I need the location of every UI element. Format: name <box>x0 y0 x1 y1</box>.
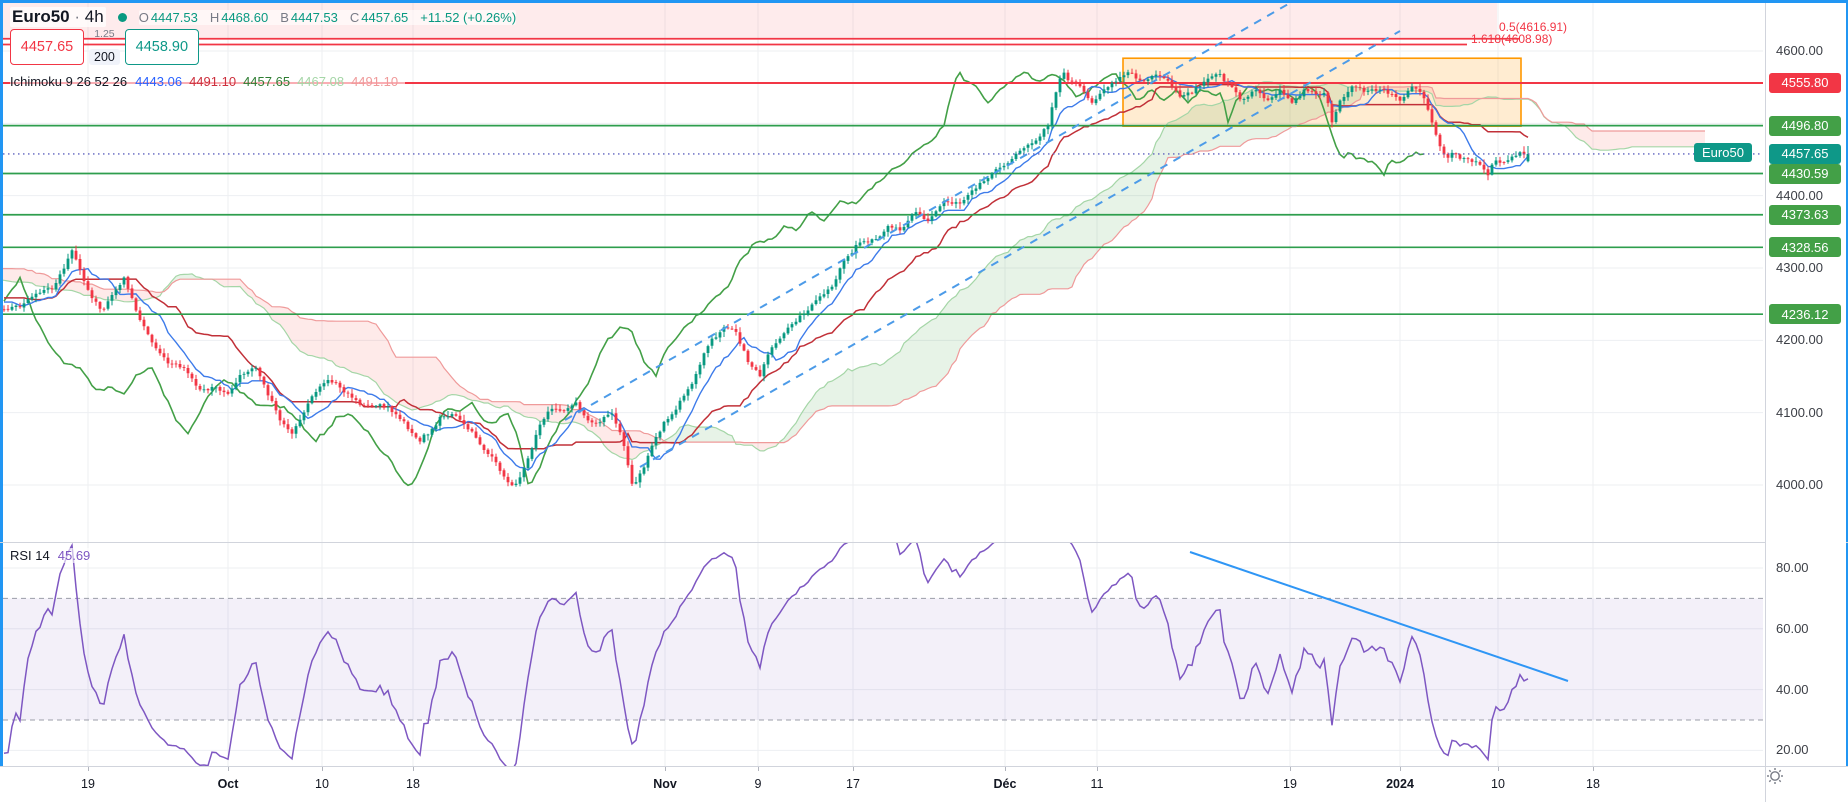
time-tick <box>1400 767 1401 771</box>
time-axis-label: 11 <box>1090 777 1104 791</box>
time-tick <box>1593 767 1594 771</box>
rsi-axis-label: 80.00 <box>1776 560 1809 575</box>
time-tick <box>665 767 666 771</box>
rsi-axis-label: 60.00 <box>1776 620 1809 636</box>
price-axis-label: 4000.00 <box>1776 476 1823 492</box>
time-axis-label: Nov <box>653 777 677 791</box>
gear-icon <box>1767 768 1783 784</box>
ohlc-item: B 4447.53 <box>280 9 338 25</box>
rsi-axis-label: 40.00 <box>1776 681 1809 697</box>
quantity-field[interactable]: 200 <box>89 49 120 65</box>
market-status-dot <box>117 12 127 22</box>
time-axis[interactable]: 19 Oct 10 18 Nov 9 17 Déc 11 19 2024 10 18 <box>0 766 1848 802</box>
fib-level-label: 0.5(4616.91) <box>1499 20 1568 34</box>
time-axis-label: 18 <box>406 777 420 791</box>
ohlc-item: C 4457.65 <box>349 9 409 25</box>
ichimoku-legend[interactable]: Ichimoku 9 26 52 26 4443.06 4491.10 4457.6… <box>10 74 406 89</box>
price-axis[interactable]: 4600.00 4400.00 4300.00 4200.00 4100.00 4000.… <box>1765 3 1846 766</box>
ichimoku-value: 4491.10 <box>351 74 399 89</box>
last-price-symbol-tag: Euro50 <box>1694 142 1752 162</box>
sell-button[interactable]: 4457.65 <box>10 29 84 65</box>
price-axis-label: 4200.00 <box>1776 332 1823 348</box>
legend-separator: · <box>74 7 81 26</box>
time-axis-label: Oct <box>217 777 239 791</box>
time-axis-label: 2024 <box>1386 777 1414 791</box>
symbol-name[interactable]: Euro50 <box>12 7 70 26</box>
price-level-badge: 4373.63 <box>1769 204 1841 225</box>
time-axis-label: 19 <box>81 777 95 791</box>
fib-level-label: 1.618(4608.98) <box>1471 32 1553 46</box>
time-axis-label: 18 <box>1586 777 1600 791</box>
time-tick <box>1290 767 1291 771</box>
time-tick <box>1498 767 1499 771</box>
time-axis-label: 17 <box>846 777 860 791</box>
interval-label[interactable]: 4h <box>84 7 104 26</box>
ichimoku-value: 4443.06 <box>135 74 183 89</box>
time-axis-label: 10 <box>1491 777 1505 791</box>
buy-button[interactable]: 4458.90 <box>124 29 199 65</box>
price-axis-label: 4300.00 <box>1776 259 1823 275</box>
time-axis-label: 19 <box>1283 777 1297 791</box>
ichimoku-values: 4443.06 4491.10 4457.65 4467.08 4491.10 <box>135 74 405 89</box>
rsi-value: 45.69 <box>57 548 91 563</box>
price-pane-canvas[interactable] <box>0 0 1765 542</box>
price-level-badge: 4496.80 <box>1769 115 1841 136</box>
time-tick <box>758 767 759 771</box>
price-level-badge: 4328.56 <box>1769 237 1841 258</box>
spread-value: 1.25 <box>94 28 115 40</box>
symbol-legend[interactable]: Euro50 · 4h O 4447.53 H 4468.60 B 4447.53 C 445… <box>10 7 517 27</box>
time-axis-label: 9 <box>754 777 762 791</box>
pane-separator[interactable] <box>0 542 1848 543</box>
change-value: +11.52 (+0.26%) <box>420 9 517 25</box>
time-axis-label: Déc <box>993 777 1017 791</box>
rsi-name: RSI 14 <box>10 548 50 563</box>
rsi-legend[interactable]: RSI 14 45.69 <box>10 548 91 563</box>
rsi-pane-canvas[interactable] <box>0 542 1765 766</box>
ichimoku-value: 4491.10 <box>189 74 237 89</box>
price-axis-label: 4100.00 <box>1776 404 1823 420</box>
time-tick <box>1097 767 1098 771</box>
time-tick <box>1005 767 1006 771</box>
rsi-axis-label: 20.00 <box>1776 742 1809 758</box>
price-level-badge: 4236.12 <box>1769 304 1841 325</box>
price-level-badge: 4457.65 <box>1769 143 1841 164</box>
time-tick <box>413 767 414 771</box>
time-tick <box>853 767 854 771</box>
ichimoku-name: Ichimoku 9 26 52 26 <box>10 74 128 89</box>
ichimoku-value: 4457.65 <box>243 74 291 89</box>
ohlc-values: O 4447.53 H 4468.60 B 4447.53 C 4457.65 +11.52 (… <box>138 9 517 25</box>
time-tick <box>88 767 89 771</box>
price-axis-label: 4400.00 <box>1776 187 1823 203</box>
ohlc-item: H 4468.60 <box>209 9 269 25</box>
time-axis-label: 10 <box>315 777 329 791</box>
ohlc-item: O 4447.53 <box>138 9 198 25</box>
time-tick <box>228 767 229 771</box>
time-tick <box>322 767 323 771</box>
ichimoku-value: 4467.08 <box>297 74 345 89</box>
price-level-badge: 4555.80 <box>1769 72 1841 93</box>
axis-settings-corner[interactable] <box>1765 767 1848 802</box>
price-level-badge: 4430.59 <box>1769 163 1841 184</box>
order-widget: 4457.65 1.25 200 4458.90 <box>10 29 199 65</box>
price-axis-label: 4600.00 <box>1776 43 1823 58</box>
spread-column: 1.25 200 <box>87 29 122 65</box>
